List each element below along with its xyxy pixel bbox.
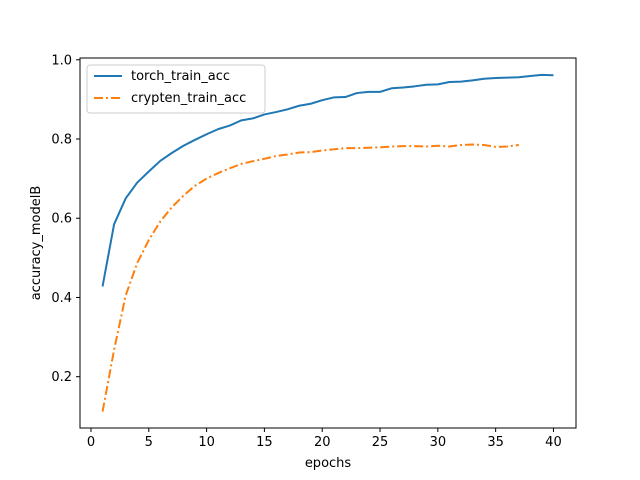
legend-box bbox=[86, 64, 266, 114]
x-tick-label-6: 30 bbox=[430, 435, 447, 450]
series-layer bbox=[101, 73, 554, 412]
y-tick-label-4: 1.0 bbox=[51, 53, 72, 68]
y-axis-label: accuracy_modelB bbox=[29, 186, 44, 301]
y-tick-label-0: 0.2 bbox=[51, 370, 72, 385]
y-tick-label-1: 0.4 bbox=[51, 291, 72, 306]
series-line-1 bbox=[101, 143, 519, 412]
x-tick-label-5: 25 bbox=[372, 435, 389, 450]
legend-label-crypten: crypten_train_acc bbox=[131, 91, 246, 106]
ticks-layer: 0 5 10 15 20 25 30 35 40 0.2 0.4 0.6 0.8 1.0 bbox=[51, 53, 561, 450]
x-tick-label-1: 5 bbox=[145, 435, 153, 450]
legend-label-torch: torch_train_acc bbox=[131, 69, 230, 84]
plot-frame bbox=[79, 57, 577, 429]
series-line-0 bbox=[101, 73, 554, 287]
x-tick-label-2: 10 bbox=[198, 435, 215, 450]
x-tick-label-3: 15 bbox=[256, 435, 273, 450]
x-tick-label-8: 40 bbox=[545, 435, 562, 450]
y-tick-label-2: 0.6 bbox=[51, 212, 72, 227]
x-tick-label-7: 35 bbox=[487, 435, 504, 450]
y-tick-label-3: 0.8 bbox=[51, 133, 72, 148]
legend: torch_train_acc crypten_train_acc bbox=[86, 64, 266, 114]
plot-area bbox=[80, 58, 576, 428]
x-tick-label-4: 20 bbox=[314, 435, 331, 450]
x-axis-label: epochs bbox=[305, 456, 352, 471]
x-tick-label-0: 0 bbox=[87, 435, 95, 450]
